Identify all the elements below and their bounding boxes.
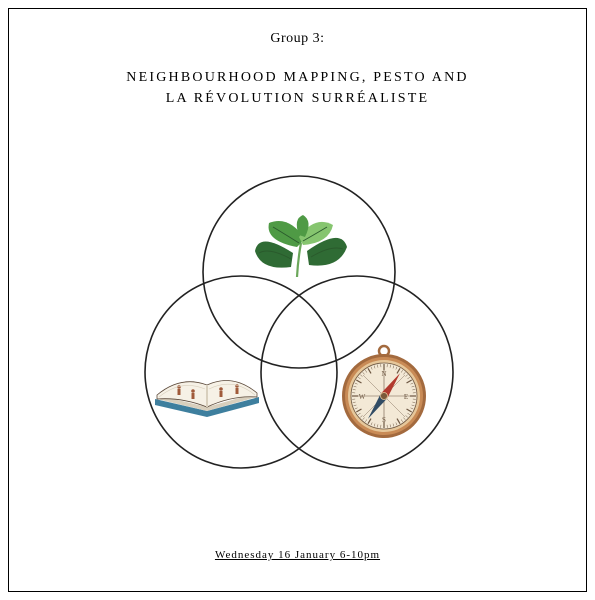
compass-icon: N E S W [342, 346, 426, 438]
header: Group 3: NEIGHBOURHOOD MAPPING, PESTO AN… [9, 9, 586, 109]
venn-diagram: N E S W [9, 164, 586, 504]
page-frame: Group 3: NEIGHBOURHOOD MAPPING, PESTO AN… [8, 8, 587, 592]
venn-svg: N E S W [9, 164, 589, 504]
event-date: Wednesday 16 January 6-10pm [215, 549, 380, 561]
footer: Wednesday 16 January 6-10pm [9, 545, 586, 563]
svg-text:W: W [359, 393, 366, 401]
page-title: NEIGHBOURHOOD MAPPING, PESTO AND LA RÉVO… [9, 67, 586, 109]
open-book-icon [155, 381, 259, 418]
svg-text:E: E [404, 393, 408, 401]
group-label: Group 3: [9, 31, 586, 47]
title-line-2: LA RÉVOLUTION SURRÉALISTE [166, 91, 429, 106]
title-line-1: NEIGHBOURHOOD MAPPING, PESTO AND [126, 70, 468, 85]
basil-leaves-icon [255, 215, 347, 277]
